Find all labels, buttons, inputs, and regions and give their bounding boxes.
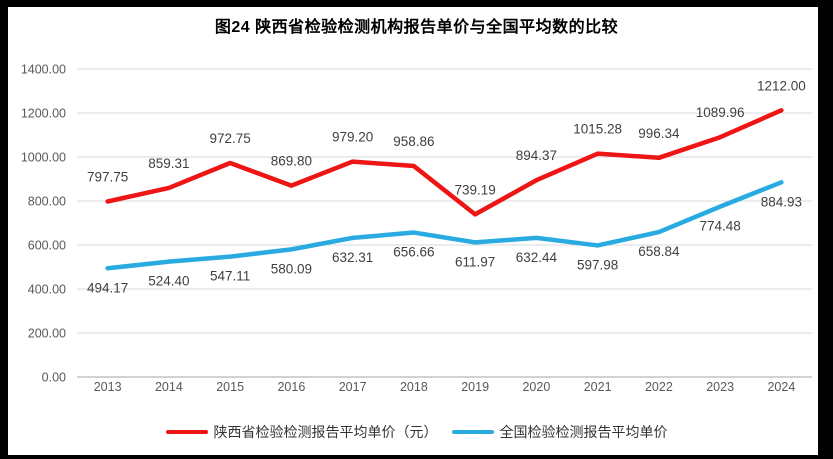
- data-label: 979.20: [332, 130, 373, 145]
- y-tick-label: 400.00: [28, 283, 66, 297]
- data-label: 1089.96: [696, 105, 745, 120]
- x-tick-label: 2015: [216, 380, 244, 394]
- data-label: 1015.28: [573, 122, 622, 137]
- series-line-1: [105, 180, 784, 271]
- x-tick-label: 2019: [461, 380, 489, 394]
- data-label: 972.75: [209, 131, 250, 146]
- legend-red-line-swatch: [165, 429, 208, 435]
- data-label: 996.34: [638, 126, 680, 141]
- data-label: 611.97: [455, 254, 495, 269]
- data-label: 869.80: [271, 154, 312, 169]
- data-label: 580.09: [271, 261, 312, 276]
- x-tick-label: 2013: [94, 380, 122, 394]
- x-tick-label: 2018: [400, 380, 428, 394]
- data-label: 884.93: [761, 194, 802, 209]
- y-tick-label: 1400.00: [21, 63, 66, 77]
- data-label: 632.31: [332, 250, 373, 265]
- x-tick-label: 2014: [155, 380, 183, 394]
- data-label: 739.19: [454, 182, 495, 197]
- data-label: 859.31: [148, 156, 189, 171]
- data-label: 524.40: [148, 274, 189, 289]
- chart-title: 图24 陕西省检验检测机构报告单价与全国平均数的比较: [214, 19, 619, 36]
- y-tick-label: 600.00: [28, 239, 66, 253]
- legend-label-shaanxi: 陕西省检验检测报告平均单价（元）: [213, 424, 438, 440]
- x-tick-label: 2021: [584, 380, 612, 394]
- legend-label-national: 全国检验检测报告平均单价: [499, 424, 668, 440]
- series-line-0: [105, 108, 784, 217]
- y-tick-label: 0.00: [42, 371, 66, 385]
- data-label: 958.86: [393, 134, 434, 149]
- data-label: 494.17: [87, 280, 128, 295]
- data-label: 1212.00: [757, 78, 806, 93]
- y-tick-label: 1200.00: [21, 107, 66, 121]
- data-label: 797.75: [87, 169, 128, 184]
- legend-item-national-series: 全国检验检测报告平均单价: [451, 422, 668, 442]
- x-tick-label: 2023: [706, 380, 734, 394]
- legend-item-shaanxi-series: 陕西省检验检测报告平均单价（元）: [165, 422, 438, 442]
- x-tick-label: 2022: [645, 380, 673, 394]
- data-label: 656.66: [393, 245, 434, 260]
- data-label: 632.44: [516, 250, 558, 265]
- x-tick-label: 2020: [522, 380, 550, 394]
- data-label: 774.48: [699, 219, 740, 234]
- y-tick-label: 200.00: [28, 327, 66, 341]
- x-tick-label: 2016: [277, 380, 305, 394]
- data-label: 658.84: [638, 244, 680, 259]
- data-label: 894.37: [516, 148, 557, 163]
- y-tick-label: 800.00: [28, 195, 66, 209]
- legend-blue-line-swatch: [451, 429, 494, 435]
- x-tick-label: 2024: [767, 380, 795, 394]
- legend: 陕西省检验检测报告平均单价（元） 全国检验检测报告平均单价: [0, 422, 833, 442]
- x-tick-label: 2017: [339, 380, 367, 394]
- y-tick-label: 1000.00: [21, 151, 66, 165]
- data-label: 597.98: [577, 257, 618, 272]
- data-label: 547.11: [210, 269, 250, 284]
